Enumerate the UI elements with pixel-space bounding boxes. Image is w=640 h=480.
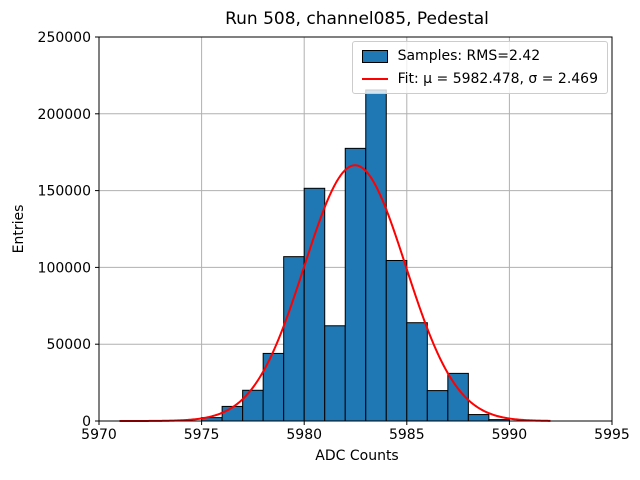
legend-entry-samples: Samples: RMS=2.42 — [361, 48, 598, 64]
histogram-bar — [221, 405, 244, 422]
x-tick-label: 5995 — [594, 427, 630, 443]
y-axis-ticks: 0 50000 100000 150000 200000 250000 — [38, 30, 99, 430]
legend-samples-label: Samples: RMS=2.42 — [397, 48, 541, 64]
histogram-bar — [406, 322, 428, 422]
plot-frame — [98, 36, 613, 422]
x-tick-label: 5970 — [81, 427, 117, 443]
histogram-bar — [344, 147, 367, 422]
legend-entry-fit: Fit: μ = 5982.478, σ = 2.469 — [361, 71, 598, 87]
y-tick-label: 250000 — [38, 30, 91, 46]
histogram-bar — [365, 89, 387, 422]
histogram-bar — [426, 390, 449, 422]
y-tick-label: 200000 — [38, 107, 91, 123]
chart-title: Run 508, channel085, Pedestal — [225, 9, 489, 29]
fit-line-swatch — [361, 78, 388, 80]
y-tick-label: 50000 — [46, 337, 91, 353]
histogram-swatch — [361, 49, 388, 63]
histogram-bar — [283, 256, 305, 422]
x-tick-label: 5985 — [389, 427, 425, 443]
x-axis-ticks: 5970 5975 5980 5985 5990 5995 — [81, 421, 630, 443]
x-tick-label: 5980 — [286, 427, 322, 443]
y-tick-label: 0 — [82, 414, 91, 430]
legend-fit-label: Fit: μ = 5982.478, σ = 2.469 — [397, 71, 598, 87]
y-axis-label: Entries — [11, 204, 27, 254]
fit-curve — [119, 164, 551, 422]
x-tick-label: 5990 — [492, 427, 528, 443]
legend: Samples: RMS=2.42 Fit: μ = 5982.478, σ =… — [351, 41, 608, 94]
x-tick-label: 5975 — [184, 427, 220, 443]
histogram-bar — [467, 414, 490, 422]
histogram-bar — [262, 352, 285, 422]
y-tick-label: 100000 — [38, 260, 91, 276]
x-axis-label: ADC Counts — [315, 448, 399, 464]
histogram-bar — [385, 259, 408, 422]
y-tick-label: 150000 — [38, 184, 91, 200]
histogram-bars — [201, 89, 510, 422]
histogram-bar — [324, 325, 346, 422]
histogram-bar — [303, 187, 326, 422]
